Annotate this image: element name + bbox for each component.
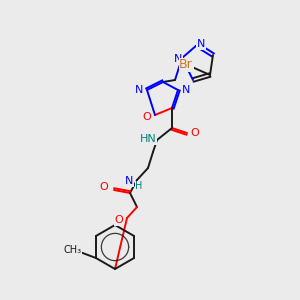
- Text: O: O: [115, 215, 123, 225]
- Text: O: O: [142, 112, 152, 122]
- Text: Br: Br: [179, 58, 193, 71]
- Text: N: N: [135, 85, 143, 95]
- Text: O: O: [100, 182, 108, 192]
- Text: H: H: [135, 181, 143, 191]
- Text: O: O: [190, 128, 200, 138]
- Text: N: N: [125, 176, 133, 186]
- Text: N: N: [197, 39, 205, 49]
- Text: CH₃: CH₃: [64, 245, 82, 255]
- Text: N: N: [174, 54, 182, 64]
- Text: N: N: [182, 85, 190, 95]
- Text: HN: HN: [140, 134, 156, 144]
